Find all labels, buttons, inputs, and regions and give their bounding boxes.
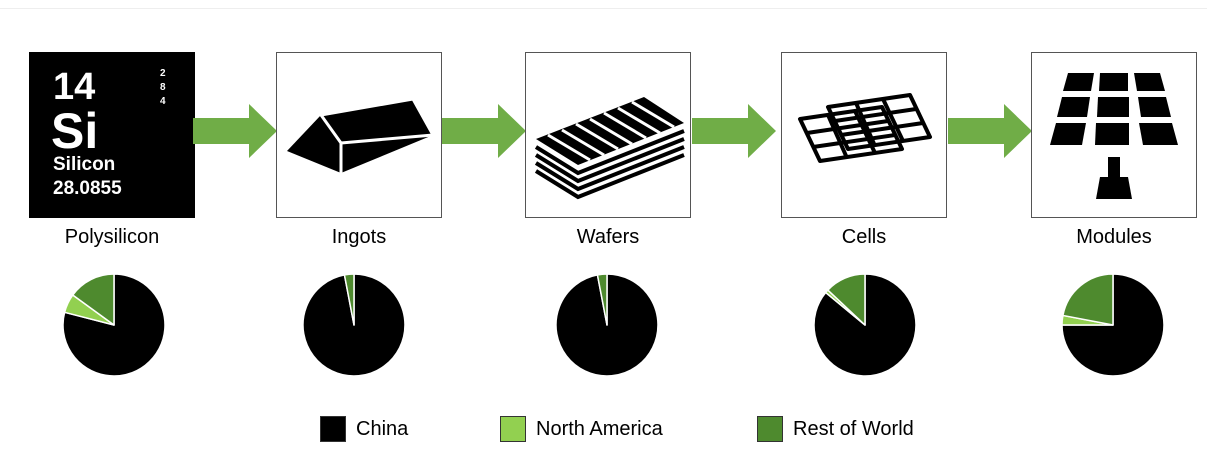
element-name: Silicon [53, 154, 116, 175]
electron-shell: 4 [160, 96, 166, 107]
pie-slice-china [62, 273, 166, 377]
legend-label: North America [536, 417, 663, 440]
modules-box [1031, 52, 1197, 218]
pie-chart-modules [1061, 273, 1165, 377]
legend-item-north-america: North America [500, 414, 663, 444]
silicon-element-tile: 14 Si Silicon 28.0855 2 8 4 [29, 52, 195, 218]
wafers-box [525, 52, 691, 218]
solar-panel-icon [1050, 73, 1178, 199]
pie-chart-wafers [555, 273, 659, 377]
atomic-mass: 28.0855 [53, 178, 122, 199]
stage-label-cells: Cells [841, 226, 887, 248]
arrow-icon [692, 104, 776, 158]
cells-box [781, 52, 947, 218]
pie-chart-cells [813, 273, 917, 377]
pie-chart-ingots [302, 273, 406, 377]
atomic-number: 14 [53, 66, 96, 108]
arrow-icon [193, 104, 277, 158]
pie-slice-rest-of-world [71, 273, 115, 326]
stage-label-wafers: Wafers [576, 226, 640, 248]
stage-label-modules: Modules [1076, 226, 1152, 248]
pie-chart-polysilicon [62, 273, 166, 377]
stage-label-ingots: Ingots [331, 226, 387, 248]
arrow-icon [948, 104, 1032, 158]
legend-label: Rest of World [793, 417, 914, 440]
pie-slice-rest-of-world [596, 273, 608, 326]
pie-slice-china [1061, 273, 1165, 377]
legend-swatch [500, 416, 526, 442]
electron-shell: 8 [160, 82, 166, 93]
legend-item-china: China [320, 414, 408, 444]
ingot-icon [287, 97, 435, 173]
legend-label: China [356, 417, 409, 440]
arrow-icon [442, 104, 526, 158]
top-divider [0, 8, 1207, 9]
electron-shell: 2 [160, 68, 166, 79]
pie-slice-rest-of-world [827, 273, 866, 326]
pie-slice-rest-of-world [1062, 273, 1114, 326]
legend-item-rest-of-world: Rest of World [757, 414, 914, 444]
legend-swatch [320, 416, 346, 442]
element-symbol: Si [51, 103, 99, 159]
ingot-box [276, 52, 442, 218]
stage-label-polysilicon: Polysilicon [64, 226, 160, 248]
wafers-icon [534, 97, 685, 200]
legend-swatch [757, 416, 783, 442]
solar-cells-icon [798, 93, 932, 163]
pie-slice-rest-of-world [343, 273, 355, 326]
